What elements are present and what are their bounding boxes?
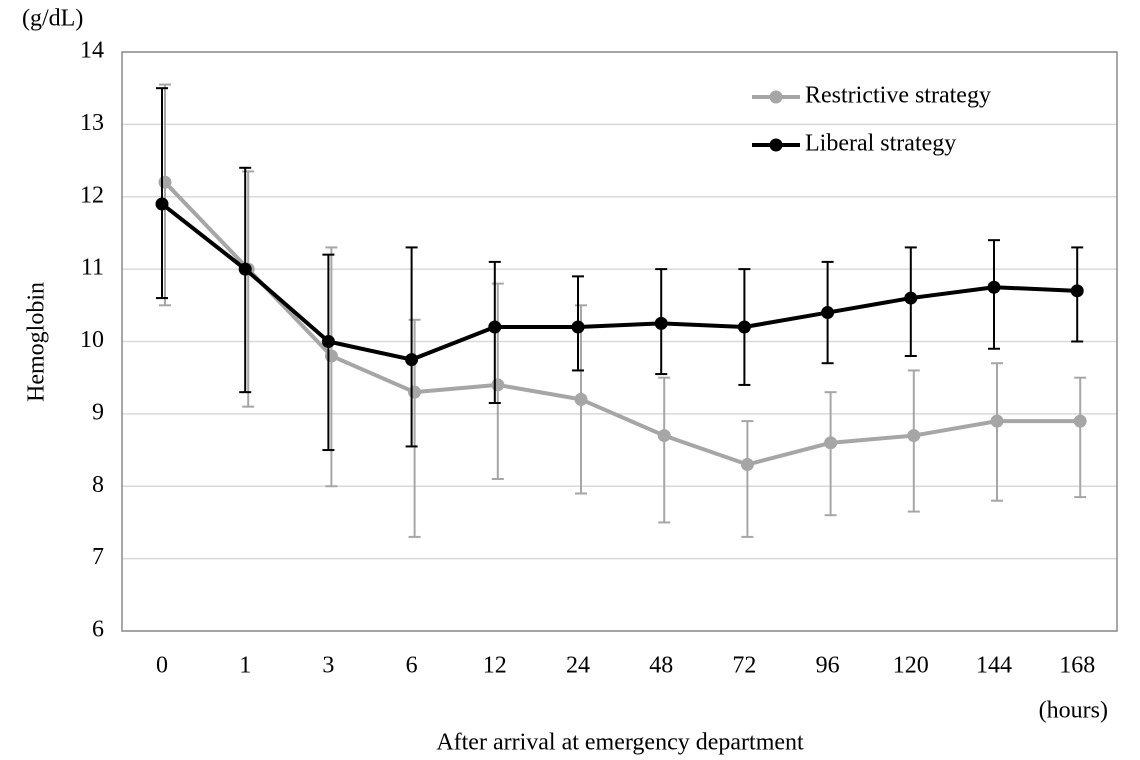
y-axis-label: Hemoglobin [24,282,50,402]
point [1070,284,1084,298]
x-tick-label: 48 [649,653,673,679]
point [574,392,588,406]
point [571,320,585,334]
x-tick-label: 96 [816,653,840,679]
y-tick-label: 10 [80,327,104,353]
point [488,320,502,334]
x-tick-label: 120 [893,653,929,679]
x-unit: (hours) [1039,698,1108,724]
point [408,385,422,399]
point [821,306,835,320]
y-tick-label: 6 [92,617,104,643]
point [987,280,1001,294]
y-tick-label: 12 [80,182,104,208]
y-tick-label: 7 [92,544,104,570]
x-tick-label: 12 [483,653,507,679]
point [321,335,335,348]
point [654,316,668,330]
series-line [163,180,1081,467]
point [405,353,419,367]
point [904,291,918,305]
point [824,436,838,450]
plot-border [121,51,1118,632]
point [238,262,252,276]
x-tick-label: 168 [1059,653,1095,679]
x-tick-label: 72 [732,653,756,679]
x-axis-label: After arrival at emergency department [436,730,804,756]
y-unit: (g/dL) [22,6,83,32]
y-tick-label: 14 [80,38,104,64]
x-tick-label: 0 [156,653,168,679]
series-line [160,202,1078,362]
y-tick-label: 13 [80,110,104,136]
legend-marker [769,138,783,152]
point [737,320,751,334]
point [990,414,1004,428]
y-tick-label: 11 [81,255,104,281]
x-tick-label: 144 [976,653,1012,679]
point [1073,414,1087,428]
x-tick-label: 6 [406,653,418,679]
point [657,429,671,443]
point [491,378,505,392]
point [155,197,169,211]
x-tick-label: 3 [322,653,334,679]
x-tick-label: 24 [566,653,590,679]
x-tick-label: 1 [239,653,251,679]
point [158,175,172,189]
point [740,458,754,472]
y-tick-label: 9 [92,399,104,425]
y-tick-label: 8 [92,472,104,498]
legend-label: Restrictive strategy [805,83,991,109]
legend-label: Liberal strategy [805,131,956,157]
point [324,349,338,363]
legend-marker [769,90,783,104]
point [907,429,921,443]
